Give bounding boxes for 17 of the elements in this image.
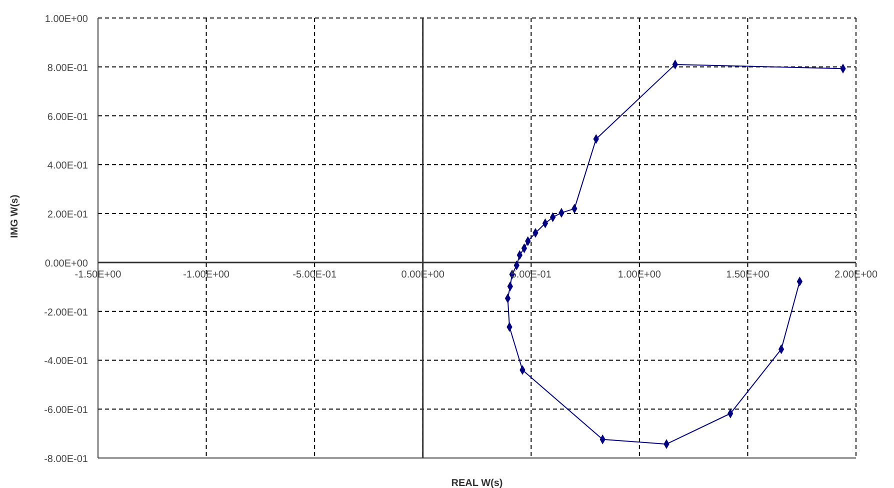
y-tick-label: -8.00E-01 [44, 454, 88, 465]
y-tick-label: 1.00E+00 [44, 14, 88, 25]
x-tick-label: -1.00E+00 [183, 269, 230, 280]
y-tick-label: -2.00E-01 [44, 307, 88, 318]
y-tick-label: 2.00E-01 [47, 210, 88, 221]
y-tick-label: 0.00E+00 [44, 258, 88, 270]
y-tick-label: -6.00E-01 [44, 405, 88, 416]
x-tick-label: -5.00E-01 [292, 269, 337, 280]
y-tick-label: 4.00E-01 [47, 160, 88, 172]
y-tick-label: 6.00E-01 [47, 112, 88, 123]
x-axis-title: REAL W(s) [451, 478, 503, 488]
x-tick-label: 1.50E+00 [726, 269, 770, 280]
y-axis-title: IMG W(s) [10, 194, 21, 238]
y-tick-label: -4.00E-01 [44, 356, 88, 368]
y-tick-label: 8.00E-01 [47, 62, 88, 74]
x-tick-label: 1.00E+00 [618, 269, 662, 280]
x-tick-label: 2.00E+00 [834, 269, 878, 280]
